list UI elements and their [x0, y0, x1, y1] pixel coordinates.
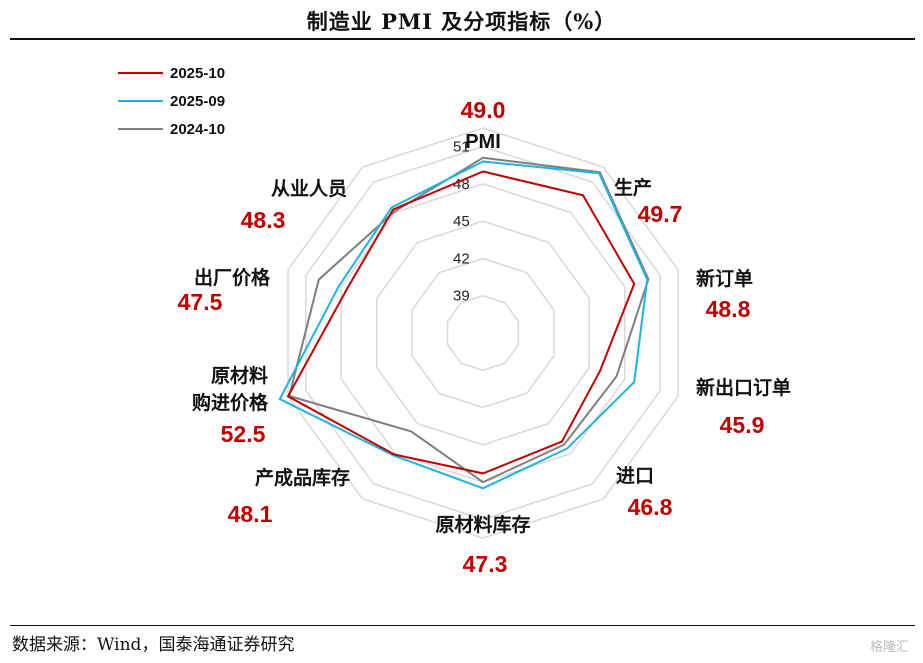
tick-label: 48 [453, 176, 470, 193]
value-label: 52.5 [221, 421, 266, 447]
axis-label: 生产 [614, 176, 652, 199]
axis-label-line2: 购进价格 [192, 391, 269, 414]
value-label: 47.5 [178, 289, 223, 315]
series-line-2024-10 [287, 156, 650, 484]
grid-ring [375, 220, 591, 446]
value-label: 48.1 [228, 501, 273, 527]
tick-label: 39 [453, 288, 470, 305]
legend-label: 2024-10 [170, 121, 225, 138]
value-label: 48.3 [241, 207, 286, 233]
bottom-rule [10, 625, 915, 626]
tick-label: 45 [453, 213, 470, 230]
value-label: 47.3 [463, 551, 508, 577]
value-label: 48.8 [706, 296, 751, 322]
axis-label: 原材料库存 [435, 513, 530, 536]
grid-ring-outer [287, 127, 679, 539]
axis-label: PMI [465, 131, 501, 153]
tick-label: 51 [453, 139, 470, 156]
tick-label: 42 [453, 251, 470, 268]
axis-label: 出厂价格 [194, 266, 271, 289]
value-label: 45.9 [720, 412, 765, 438]
axis-label: 进口 [616, 465, 654, 487]
value-label: 49.7 [638, 201, 683, 227]
watermark-logo: 格隆汇 [869, 640, 909, 655]
axis-label: 新订单 [696, 267, 753, 290]
value-label: 49.0 [461, 97, 506, 123]
legend-label: 2025-10 [170, 65, 225, 82]
series-line-2025-10 [286, 170, 636, 475]
grid-ring [340, 183, 626, 483]
axis-label: 原材料 [211, 364, 268, 387]
legend: 2025-10 2025-09 2024-10 [118, 65, 225, 138]
series-line-2025-09 [278, 160, 649, 490]
grid-ring [446, 294, 520, 372]
grid-ring [411, 257, 555, 409]
axis-label: 从业人员 [271, 178, 347, 200]
grid-ring [305, 145, 661, 521]
axis-label: 产成品库存 [255, 466, 350, 489]
radar-grid [287, 127, 679, 539]
axis-label: 新出口订单 [696, 376, 791, 399]
legend-label: 2025-09 [170, 93, 225, 110]
source-note: 数据来源：Wind，国泰海通证券研究 [12, 635, 295, 655]
value-label: 46.8 [628, 494, 673, 520]
top-rule [10, 38, 915, 40]
chart-title: 制造业 PMI 及分项指标（%） [306, 9, 617, 34]
